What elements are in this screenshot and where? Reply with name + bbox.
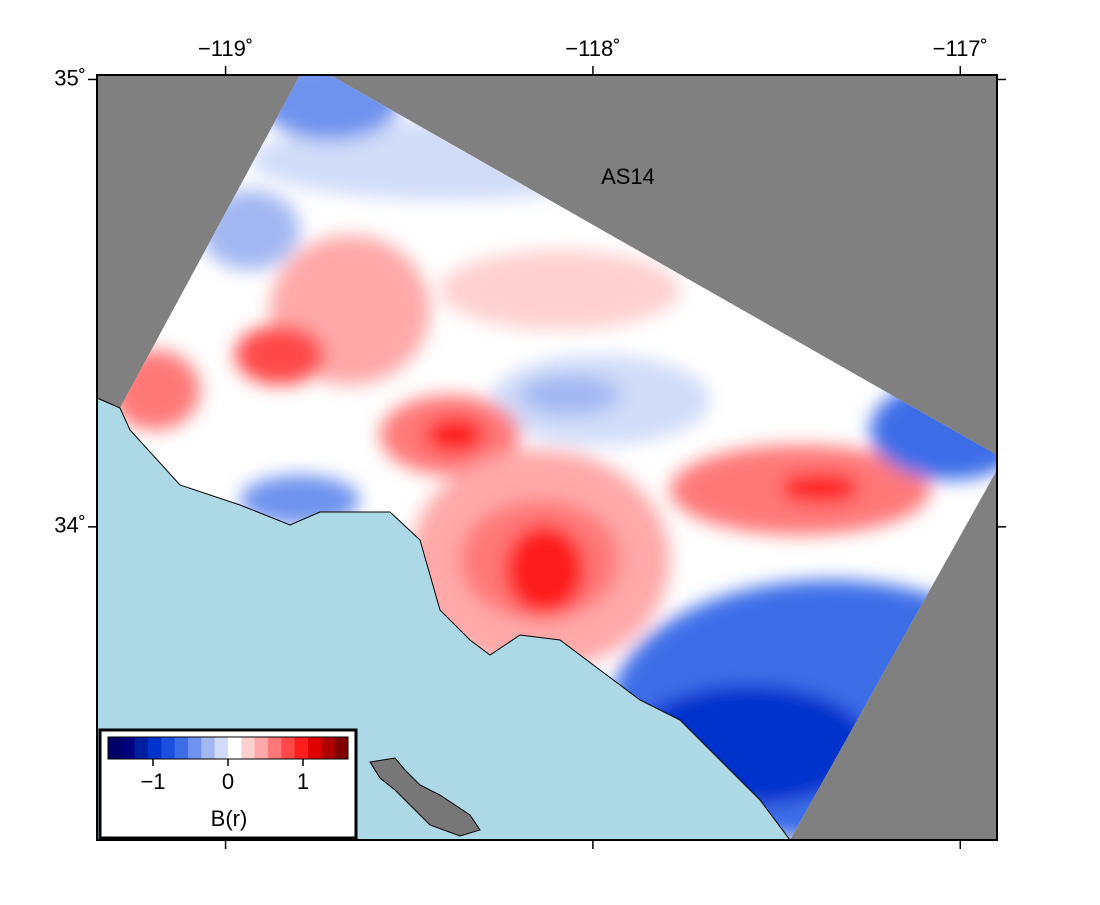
colorbar-swatch [161, 737, 176, 759]
colorbar-swatch [334, 737, 349, 759]
lon-tick-label: −117˚ [933, 36, 988, 61]
frame [96, 74, 998, 841]
colorbar-swatch [241, 737, 256, 759]
colorbar-swatch [188, 737, 202, 759]
colorbar-swatch [121, 737, 136, 759]
colorbar-swatch [201, 737, 216, 759]
colorbar-swatch [308, 737, 322, 759]
colorbar-swatch [268, 737, 282, 759]
colorbar-swatch [134, 737, 149, 759]
lon-tick-label: −118˚ [565, 36, 620, 61]
colorbar-swatch [108, 737, 122, 759]
lat-tick-label: 35˚ [54, 65, 86, 90]
lat-tick-label: 34˚ [54, 513, 86, 538]
colorbar-tick-label: 0 [222, 769, 234, 794]
colorbar-swatch [254, 737, 269, 759]
colorbar-swatch [214, 737, 229, 759]
island [369, 757, 481, 837]
colorbar-swatch [321, 737, 336, 759]
map-label: AS14 [601, 164, 655, 189]
colorbar-tick-label: 1 [297, 769, 309, 794]
colorbar-swatch [174, 737, 189, 759]
lon-tick-label: −119˚ [198, 36, 253, 61]
colorbar-swatch [294, 737, 309, 759]
colorbar-swatch [281, 737, 296, 759]
colorbar-tick-label: −1 [140, 769, 165, 794]
colorbar-swatch [148, 737, 162, 759]
colorbar-label: B(r) [211, 806, 248, 831]
colorbar-swatch [228, 737, 242, 759]
